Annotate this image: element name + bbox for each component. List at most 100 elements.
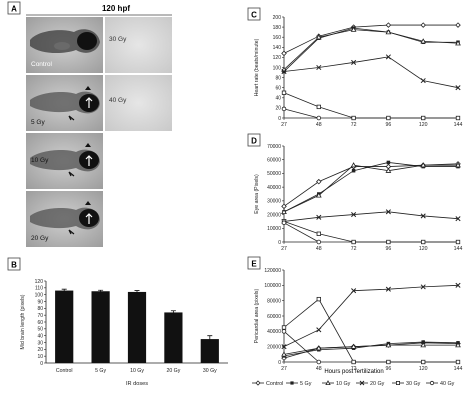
tick-label: 96 [386, 246, 392, 252]
tick-label: 27 [281, 246, 287, 252]
tick-label: 180 [273, 25, 282, 31]
data-point [385, 209, 391, 215]
data-point [420, 284, 426, 290]
data-point [420, 38, 427, 44]
image-label: 5 Gy [31, 119, 45, 126]
tick-label: 110 [35, 286, 43, 292]
error-bar [98, 289, 104, 293]
tick-label: 10 Gy [130, 368, 144, 374]
series-line [283, 221, 458, 243]
data-point [350, 26, 357, 32]
image-label: Control [31, 61, 53, 68]
tick-label: Control [56, 368, 73, 374]
larva-image-40gy: 40 Gy [105, 75, 172, 131]
series-line [283, 284, 459, 348]
panel-letter-box [247, 256, 261, 270]
tick-label: 120 [419, 366, 428, 372]
data-point [255, 380, 261, 386]
data-point [429, 380, 435, 386]
axis-label: Pericardial area (pixels) [254, 288, 260, 343]
tick-label: 0 [40, 361, 43, 367]
tick-label: 144 [454, 246, 463, 252]
data-point [290, 381, 294, 385]
tick-label: 70000 [267, 144, 281, 150]
axis-label: IR doses [126, 381, 148, 387]
image-label: 10 Gy [31, 157, 49, 164]
error-bar [207, 335, 213, 343]
series-line [283, 24, 458, 54]
bar [91, 291, 110, 363]
data-point [455, 85, 461, 91]
data-point [281, 325, 287, 330]
tick-label: 48 [316, 366, 322, 372]
data-point [421, 115, 426, 121]
tick-label: 27 [281, 122, 287, 128]
data-point [455, 342, 461, 348]
legend-title: Hours post fertilization [324, 369, 383, 375]
data-point [281, 106, 287, 112]
data-point [351, 115, 356, 121]
panel-letter: D [251, 137, 257, 146]
tick-label: 0 [278, 240, 281, 246]
legend-label: 40 Gy [440, 381, 455, 387]
chart-c: 0 20 40 60 80 100 120 140 160 180 200 27 48 72 96 120 14… [254, 15, 462, 128]
data-point [351, 288, 357, 294]
data-point [316, 115, 322, 121]
data-point [455, 282, 461, 288]
panel-letter-box [7, 1, 21, 15]
panel-d: D 0 10000 20000 30000 40000 50000 60000 70000 27… [247, 133, 463, 252]
data-point [350, 162, 357, 168]
data-point [421, 340, 425, 344]
series-line [283, 163, 459, 207]
data-point [420, 78, 426, 84]
data-point [385, 22, 392, 28]
panel-letter: A [11, 5, 17, 14]
data-point [455, 115, 461, 121]
data-point [421, 239, 426, 245]
image-label: 30 Gy [109, 36, 127, 43]
data-point [455, 216, 461, 222]
data-point [420, 162, 427, 168]
data-point [420, 22, 426, 28]
data-point [350, 343, 357, 349]
data-point [281, 344, 287, 350]
bar [55, 290, 74, 363]
series-line [283, 222, 319, 243]
series-line [283, 29, 459, 70]
tick-label: 72 [351, 366, 357, 372]
tick-label: 60000 [267, 314, 281, 320]
data-point [385, 342, 392, 348]
tick-label: 120000 [264, 268, 281, 274]
data-point [420, 213, 426, 219]
data-point [420, 342, 427, 348]
data-point [351, 59, 357, 66]
data-point [455, 239, 461, 245]
tick-label: 100 [35, 292, 44, 298]
series-line [283, 341, 459, 357]
legend-label: Control [266, 381, 283, 387]
panel-letter: E [251, 260, 257, 269]
panel-c: C 0 20 40 60 80 100 120 140 160 180 200 27 48 72 96 120… [247, 7, 462, 128]
axis-label: Mid brain length (pixels) [20, 294, 26, 349]
tick-label: 72 [351, 246, 357, 252]
series-line [283, 92, 458, 119]
series-line [283, 298, 458, 363]
data-point [281, 351, 287, 357]
data-point [385, 54, 391, 60]
data-point [316, 214, 322, 220]
tick-label: 60 [275, 86, 281, 92]
data-point [281, 68, 287, 75]
legend: Control 5 Gy 10 Gy 20 Gy 30 Gy 40 Gy [252, 380, 455, 387]
tick-label: 80 [37, 306, 43, 312]
tick-label: 140 [273, 45, 282, 51]
tick-label: 80 [275, 75, 281, 81]
data-point [455, 359, 461, 365]
data-point [325, 380, 331, 385]
data-point [385, 167, 392, 173]
data-point [315, 345, 322, 351]
tick-label: 120 [35, 279, 44, 285]
data-point [455, 162, 461, 168]
larva-image-control: Control [26, 17, 103, 73]
tick-label: 20 [37, 347, 43, 353]
